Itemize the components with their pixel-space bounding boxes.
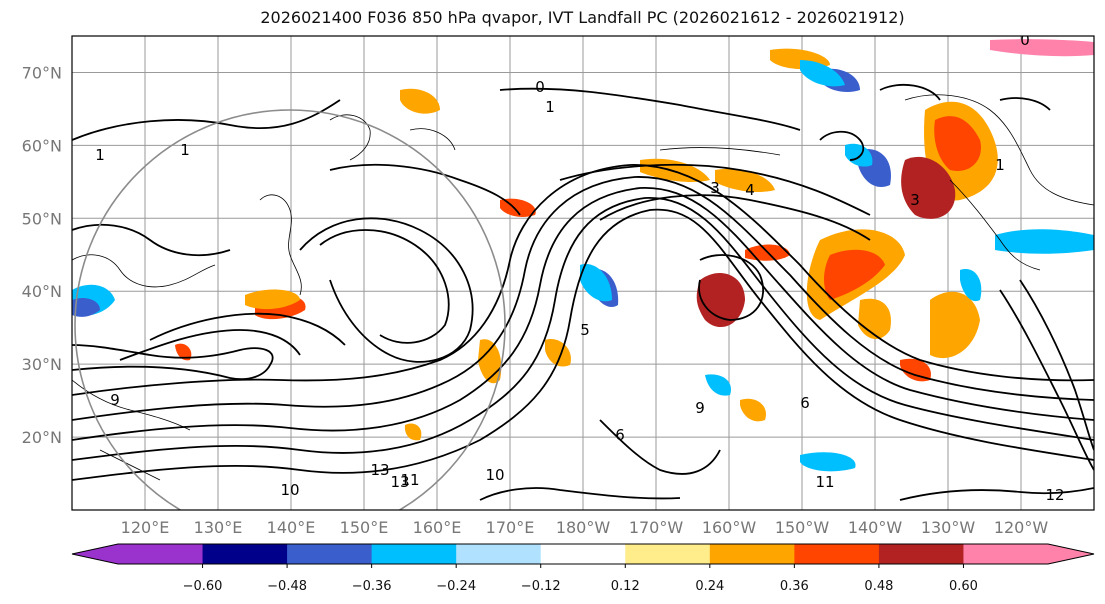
colorbar-segment: [118, 544, 204, 564]
lon-label: 160°E: [413, 518, 462, 537]
latitude-labels: 70°N 60°N 50°N 40°N 30°N 20°N: [22, 63, 62, 447]
contour-label: 1: [180, 141, 190, 159]
lon-label: 130°E: [194, 518, 243, 537]
lon-label: 140°W: [848, 518, 903, 537]
contour-label: 0: [1020, 31, 1030, 49]
colorbar-tick-label: 0.12: [611, 579, 640, 594]
lon-label: 130°W: [921, 518, 976, 537]
contour-label: 10: [280, 481, 299, 499]
colorbar-segment: [878, 544, 964, 564]
qvapor-shading: [72, 39, 1094, 472]
contour-label: 0: [535, 78, 545, 96]
lon-label: 170°E: [486, 518, 535, 537]
contour-label: 12: [1045, 486, 1064, 504]
map-title: 2026021400 F036 850 hPa qvapor, IVT Land…: [260, 8, 905, 27]
ivt-contours: [72, 83, 1094, 501]
colorbar-segment: [202, 544, 288, 564]
colorbar-tick-label: 0.36: [780, 579, 809, 594]
contour-label: 13: [390, 473, 409, 491]
lat-label: 40°N: [22, 282, 62, 301]
map-frame: [71, 35, 1095, 511]
colorbar-segment: [371, 544, 457, 564]
colorbar-segment: [794, 544, 880, 564]
contour-label: 1: [545, 98, 555, 116]
contour-label: 13: [370, 461, 389, 479]
colorbar-tick-label: −0.60: [183, 579, 223, 594]
lat-label: 20°N: [22, 428, 62, 447]
contour-label: 9: [695, 399, 705, 417]
colorbar-segment: [963, 544, 1049, 564]
lat-label: 50°N: [22, 209, 62, 228]
range-circle: [74, 109, 506, 510]
colorbar-tick-label: 0.24: [695, 579, 724, 594]
colorbar-tick-label: 0.48: [864, 579, 893, 594]
contour-label: 11: [400, 471, 419, 489]
contour-label: 6: [615, 426, 625, 444]
contour-label: 1: [95, 146, 105, 164]
lon-label: 140°E: [267, 518, 316, 537]
contour-label: 9: [110, 391, 120, 409]
colorbar-segment: [287, 544, 373, 564]
contour-label: 1: [995, 156, 1005, 174]
contour-label: 3: [710, 179, 720, 197]
lon-label: 120°W: [994, 518, 1049, 537]
coastlines: [72, 94, 1094, 481]
colorbar-tick-label: 0.60: [949, 579, 978, 594]
lat-label: 60°N: [22, 136, 62, 155]
colorbar-tick-label: −0.36: [352, 579, 392, 594]
colorbar-tick-label: −0.24: [436, 579, 476, 594]
contour-label: 5: [580, 321, 590, 339]
contour-label: 11: [815, 473, 834, 491]
colorbar-tick-label: −0.48: [267, 579, 307, 594]
colorbar-extend-left: [72, 544, 119, 564]
colorbar-segment: [709, 544, 795, 564]
contour-label: 10: [485, 466, 504, 484]
lon-label: 160°W: [702, 518, 757, 537]
lon-label: 170°W: [629, 518, 684, 537]
colorbar-outline: [71, 543, 1095, 565]
colorbar-tick-labels: −0.60 −0.48 −0.36 −0.24 −0.12 0.12 0.24 0.36 0.4…: [183, 564, 978, 594]
contour-label: 6: [800, 394, 810, 412]
colorbar-segment: [625, 544, 711, 564]
longitude-labels: 120°E 130°E 140°E 150°E 160°E 170°E 180°W 170°W…: [121, 518, 1049, 537]
colorbar-extend-right: [1047, 544, 1094, 564]
lon-label: 150°E: [340, 518, 389, 537]
lon-label: 120°E: [121, 518, 170, 537]
lon-label: 180°W: [556, 518, 611, 537]
contour-label: 3: [910, 191, 920, 209]
colorbar-tick-label: −0.12: [521, 579, 561, 594]
colorbar-segment: [456, 544, 542, 564]
contour-label: 4: [745, 181, 755, 199]
lon-label: 150°W: [775, 518, 830, 537]
colorbar-segment: [540, 544, 626, 564]
colorbar: [71, 543, 1095, 565]
lat-label: 70°N: [22, 63, 62, 82]
lat-label: 30°N: [22, 355, 62, 374]
